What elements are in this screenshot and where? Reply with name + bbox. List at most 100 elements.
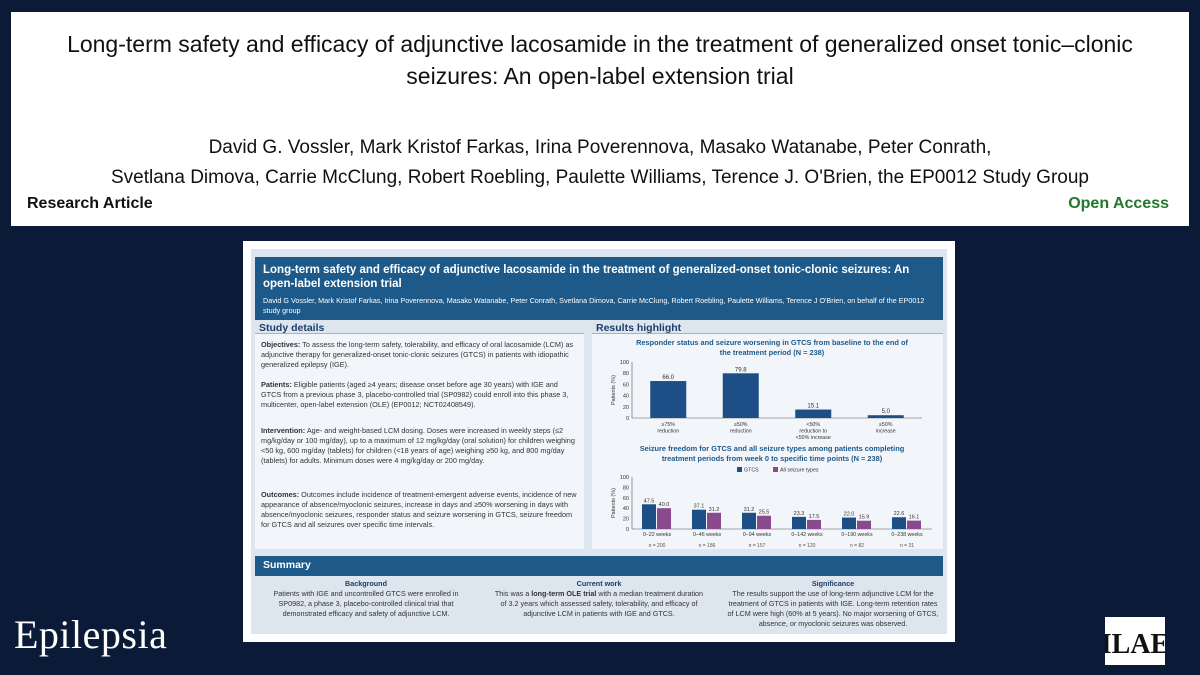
y-tick-label: 80 [623, 485, 629, 491]
legend-label: All seizure types [780, 468, 819, 474]
bar-value-label: 31.2 [709, 507, 720, 513]
x-category-label: 0–22 weeks [643, 532, 672, 538]
y-tick-label: 60 [623, 382, 629, 388]
objectives-text: To assess the long-term safety, tolerabi… [261, 340, 574, 369]
bar [807, 519, 821, 529]
author-list: David G. Vossler, Mark Kristof Farkas, I… [11, 133, 1189, 193]
outcomes-paragraph: Outcomes: Outcomes include incidence of … [261, 490, 577, 530]
graphical-abstract: Long-term safety and efficacy of adjunct… [243, 241, 955, 642]
ilae-logo-text: ILAE [1105, 629, 1165, 660]
bar-value-label: 16.1 [909, 515, 920, 521]
x-category-label: reduction [730, 429, 752, 435]
n-label: n = 186 [699, 543, 716, 549]
n-label: n = 157 [749, 543, 766, 549]
current-work-text-c: with a median treatment duration of 3.2 … [500, 589, 704, 618]
bar [795, 409, 832, 418]
results-box: Responder status and seizure worsening i… [592, 333, 943, 549]
x-category-label: reduction to [799, 429, 827, 435]
objectives-paragraph: Objectives: To assess the long-term safe… [261, 340, 577, 370]
outcomes-text: Outcomes include incidence of treatment-… [261, 490, 577, 529]
patients-paragraph: Patients: Eligible patients (aged ≥4 yea… [261, 380, 577, 410]
y-axis-label: Patients (%) [611, 375, 617, 405]
study-details-heading: Study details [259, 322, 325, 334]
summary-bar: Summary [255, 556, 943, 576]
y-tick-label: 20 [623, 517, 629, 523]
bar [650, 381, 687, 418]
study-details-box: Objectives: To assess the long-term safe… [255, 333, 584, 549]
intervention-label: Intervention: [261, 426, 306, 435]
authors-line-2: Svetlana Dimova, Carrie McClung, Robert … [110, 167, 1089, 188]
intervention-text: Age- and weight-based LCM dosing. Doses … [261, 426, 575, 465]
y-tick-label: 0 [626, 527, 629, 533]
ilae-logo: ILAE [1101, 617, 1169, 665]
bar-value-label: 40.0 [659, 502, 670, 508]
current-work-heading: Current work [576, 579, 622, 588]
n-label: n = 82 [850, 543, 864, 549]
legend-swatch [773, 467, 778, 472]
chart2-title: Seizure freedom for GTCS and all seizure… [639, 444, 905, 463]
bar-value-label: 66.0 [662, 375, 674, 381]
n-label: n = 120 [799, 543, 816, 549]
bar-value-label: 17.5 [809, 514, 820, 520]
background-text: Patients with IGE and uncontrolled GTCS … [273, 589, 459, 618]
bar-value-label: 25.5 [759, 510, 770, 516]
x-category-label: ≥50% [879, 422, 893, 428]
significance-column: Significance The results support the use… [725, 579, 941, 629]
results-heading: Results highlight [596, 322, 682, 334]
bar-value-label: 37.1 [694, 504, 705, 510]
abstract-banner: Long-term safety and efficacy of adjunct… [255, 257, 943, 320]
bar [692, 509, 706, 529]
x-category-label: ≥50% [734, 422, 748, 428]
y-axis-label: Patients (%) [611, 488, 617, 518]
y-tick-label: 80 [623, 371, 629, 377]
bar-value-label: 5.0 [882, 409, 891, 415]
y-tick-label: 60 [623, 496, 629, 502]
article-header: Long-term safety and efficacy of adjunct… [11, 12, 1189, 226]
bar-value-label: 47.5 [644, 498, 655, 504]
x-category-label: 0–46 weeks [693, 532, 722, 538]
x-category-label: 0–190 weeks [841, 532, 873, 538]
open-access-label: Open Access [1068, 195, 1169, 212]
y-tick-label: 100 [620, 360, 629, 366]
current-work-text-a: This was a [494, 589, 532, 598]
bar [657, 508, 671, 529]
x-category-label: <50% increase [796, 435, 831, 441]
bar [867, 415, 904, 418]
current-work-text-bold: long-term OLE trial [531, 589, 597, 598]
legend-swatch [737, 467, 742, 472]
bar-value-label: 15.9 [859, 515, 870, 521]
journal-logo: Epilepsia [14, 612, 168, 657]
current-work-text: This was a long-term OLE trial with a me… [494, 589, 704, 619]
n-label: n = 200 [649, 543, 666, 549]
article-type: Research Article [27, 195, 153, 212]
n-label: n = 31 [900, 543, 914, 549]
bar-value-label: 15.1 [807, 404, 819, 410]
bar-value-label: 31.2 [744, 507, 755, 513]
background-heading: Background [345, 579, 387, 588]
summary-heading: Summary [263, 559, 311, 571]
bar-value-label: 22.6 [894, 511, 905, 517]
y-tick-label: 40 [623, 506, 629, 512]
x-category-label: 0–238 weeks [891, 532, 923, 538]
bar [892, 517, 906, 529]
background-column: Background Patients with IGE and uncontr… [261, 579, 471, 619]
x-category-label: reduction [657, 429, 679, 435]
authors-line-1: David G. Vossler, Mark Kristof Farkas, I… [208, 137, 992, 158]
x-category-label: <50% [806, 422, 820, 428]
bar [757, 515, 771, 529]
bar [907, 520, 921, 529]
legend-label: GTCS [744, 468, 759, 474]
chart1-title: Responder status and seizure worsening i… [636, 338, 908, 357]
y-tick-label: 40 [623, 394, 629, 400]
objectives-label: Objectives: [261, 340, 301, 349]
bar-value-label: 23.3 [794, 511, 805, 517]
bar [742, 512, 756, 529]
bar [857, 520, 871, 529]
abstract-authors: David G Vossler, Mark Kristof Farkas, Ir… [263, 296, 925, 315]
intervention-paragraph: Intervention: Age- and weight-based LCM … [261, 426, 577, 466]
y-tick-label: 0 [626, 416, 629, 422]
patients-text: Eligible patients (aged ≥4 years; diseas… [261, 380, 569, 409]
bar [722, 373, 759, 418]
bar [792, 516, 806, 529]
